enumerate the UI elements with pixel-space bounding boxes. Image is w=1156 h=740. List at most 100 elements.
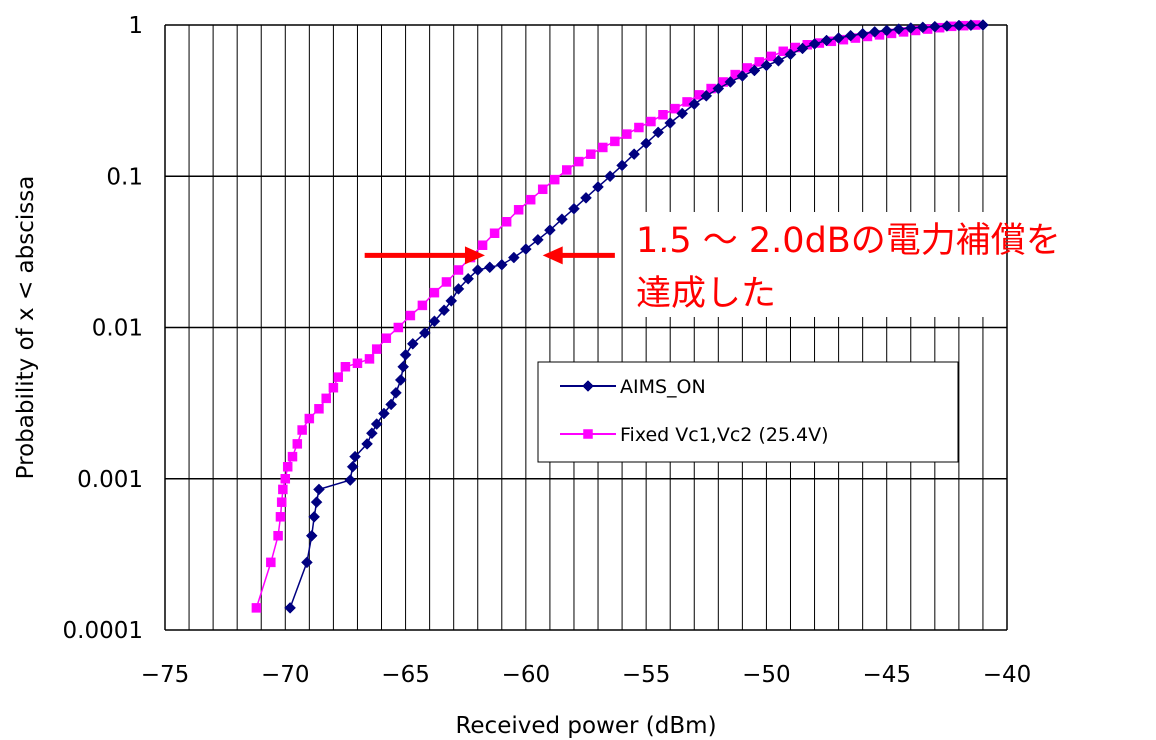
data-point [916, 21, 929, 34]
legend-marker [582, 380, 594, 392]
legend-marker [583, 429, 593, 439]
data-point [592, 181, 604, 193]
x-tick-label: −45 [862, 662, 911, 688]
data-point [634, 122, 644, 133]
data-point [501, 217, 512, 227]
legend-label: Fixed Vc1,Vc2 (25.4V) [620, 424, 829, 446]
data-point [772, 54, 785, 67]
data-point [832, 32, 845, 44]
data-point [688, 98, 701, 110]
data-point [616, 159, 628, 172]
data-point [610, 136, 620, 147]
data-point [556, 213, 568, 226]
data-point [280, 474, 291, 484]
data-point [371, 344, 382, 354]
data-point [580, 191, 592, 204]
data-point [385, 398, 397, 411]
data-point [378, 407, 390, 420]
data-point [346, 460, 359, 473]
y-tick-label: 0.1 [106, 164, 143, 190]
data-point [305, 529, 318, 542]
x-axis-label: Received power (dBm) [455, 713, 716, 739]
data-point [598, 142, 608, 153]
data-point [276, 497, 287, 507]
data-point [471, 264, 484, 276]
data-point [544, 224, 556, 237]
x-tick-label: −60 [502, 662, 551, 688]
data-point [251, 603, 262, 613]
data-point [445, 295, 458, 307]
data-point [568, 202, 580, 215]
data-point [736, 70, 749, 82]
data-point [904, 22, 917, 34]
data-point [390, 386, 402, 399]
data-point [977, 19, 989, 31]
data-point [760, 59, 773, 72]
x-tick-label: −55 [622, 662, 671, 688]
arrow-head [542, 246, 563, 265]
data-point [282, 462, 293, 472]
data-point [438, 304, 450, 317]
data-point [549, 174, 560, 185]
series-layer [251, 19, 989, 614]
data-point [766, 51, 776, 62]
data-point [628, 148, 640, 161]
data-point [562, 165, 572, 175]
data-point [525, 194, 536, 205]
data-point [314, 404, 324, 414]
tick-labels: −75 −70 −65 −60 −55 −50 −45 −40 0.0001 0.001 0.01 0… [63, 13, 1032, 688]
data-point [796, 42, 809, 55]
data-point [364, 354, 375, 364]
data-point [273, 530, 283, 541]
data-point [646, 116, 656, 127]
data-point [321, 393, 331, 404]
data-point [328, 382, 339, 393]
annotation: 1.5 〜 2.0dBの電力補償を 達成した [630, 212, 1061, 317]
data-point [418, 327, 431, 339]
data-point [622, 129, 632, 139]
y-axis-label: Probability of x < abscissa [13, 176, 39, 480]
annotation-line-2: 達成した [636, 274, 776, 314]
data-point [495, 258, 508, 271]
data-point [844, 29, 857, 42]
data-point [361, 438, 373, 450]
data-point [574, 156, 584, 167]
annotation-arrows [364, 246, 615, 265]
data-point [284, 602, 296, 614]
data-point [297, 425, 307, 435]
data-point [856, 27, 869, 40]
data-point [754, 57, 764, 67]
data-point [808, 38, 821, 50]
x-tick-label: −65 [381, 662, 430, 688]
data-point [513, 205, 524, 215]
data-point [292, 439, 303, 449]
arrow-right [364, 246, 485, 265]
data-point [604, 170, 616, 183]
data-point [313, 483, 325, 496]
data-point [381, 333, 392, 343]
data-point [892, 23, 905, 35]
legend-box [537, 361, 959, 463]
data-point [275, 512, 286, 522]
data-point [676, 107, 689, 120]
data-point [366, 427, 378, 440]
data-point [310, 496, 323, 509]
data-point [953, 19, 965, 32]
data-point [344, 474, 357, 486]
data-point [393, 322, 404, 333]
data-point [278, 484, 288, 495]
data-point [441, 277, 452, 287]
data-point [784, 48, 797, 61]
data-point [333, 372, 343, 382]
data-point [941, 20, 953, 32]
data-point [429, 287, 440, 298]
data-point [658, 110, 668, 120]
data-point [880, 24, 893, 37]
data-point [304, 413, 315, 424]
data-point [340, 362, 351, 372]
data-point [748, 64, 761, 77]
legend-entry: AIMS_ON [560, 376, 706, 398]
data-point [586, 149, 596, 159]
data-point [700, 90, 713, 102]
y-tick-label: 0.001 [77, 467, 143, 493]
